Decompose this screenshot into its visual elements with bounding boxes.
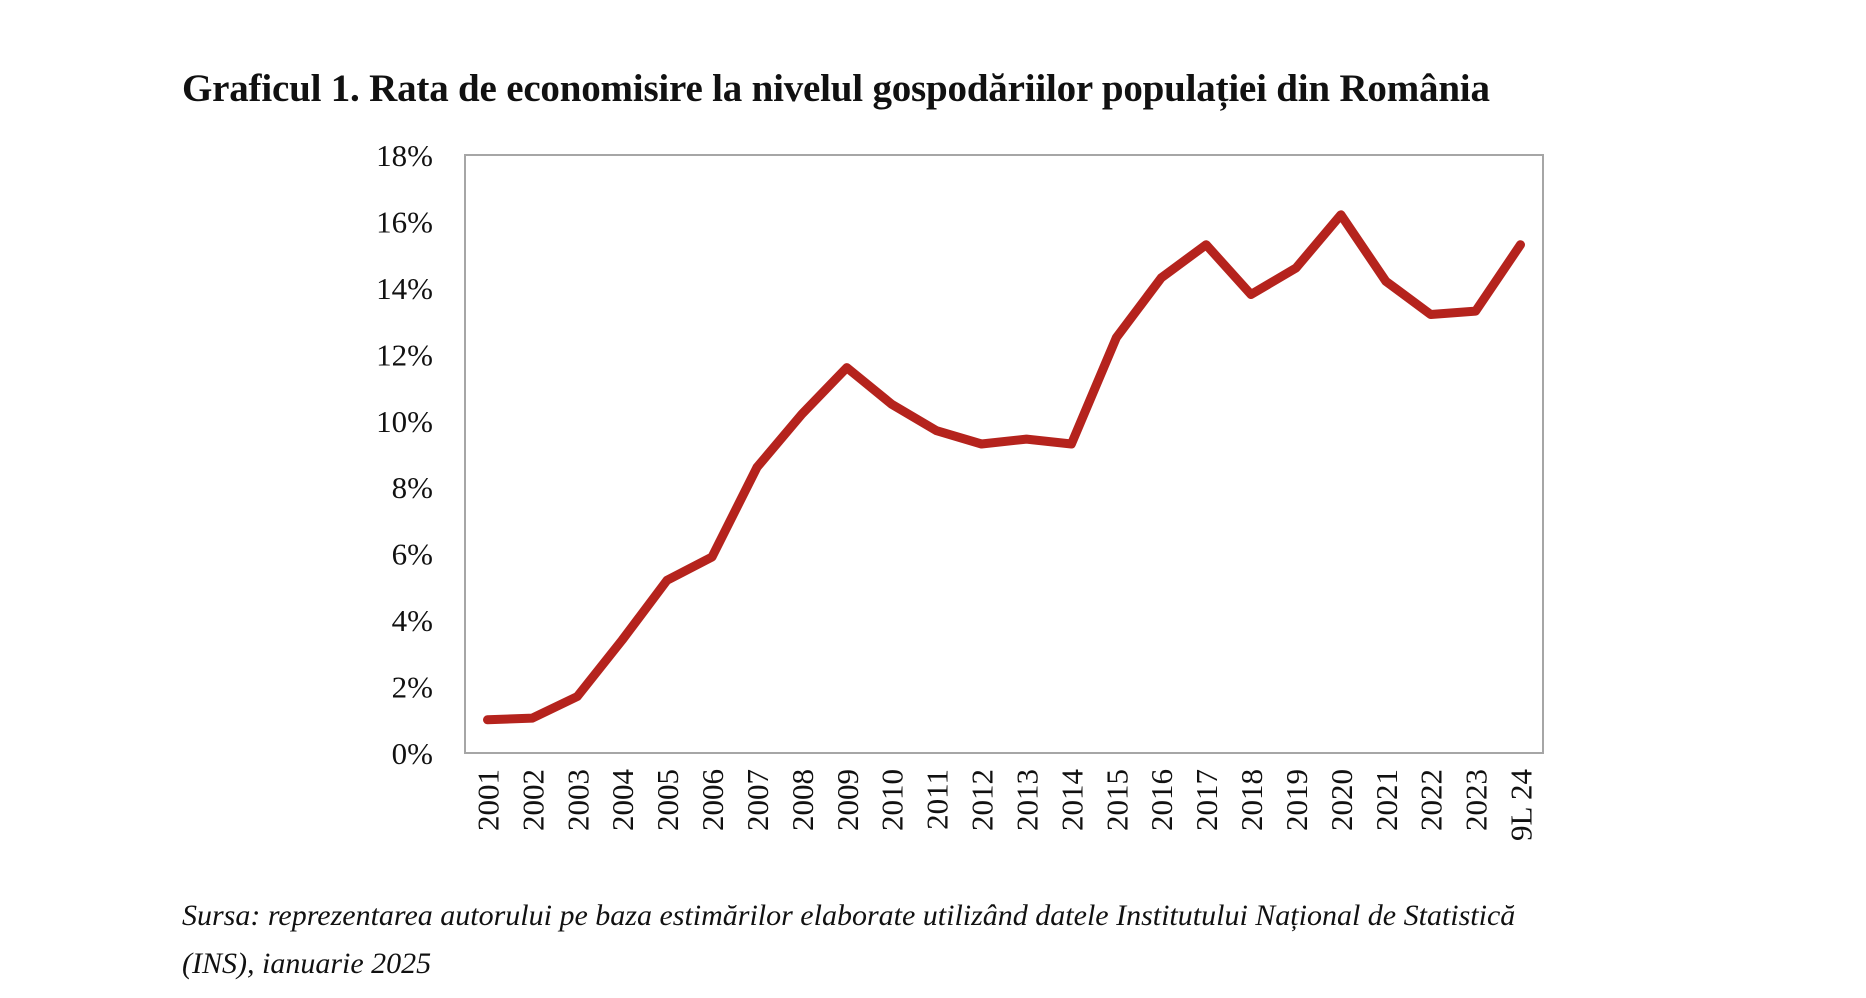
y-tick-label: 0% <box>392 736 433 771</box>
x-tick-label: 2019 <box>1279 769 1314 831</box>
x-tick-label: 2023 <box>1459 769 1494 831</box>
chart-title: Graficul 1. Rata de economisire la nivel… <box>182 67 1490 110</box>
x-tick-label: 2020 <box>1324 769 1359 831</box>
x-tick-label: 2018 <box>1234 769 1269 831</box>
x-tick-label: 2017 <box>1189 769 1224 831</box>
y-tick-label: 6% <box>392 537 433 572</box>
x-axis-tick-labels: 2001 2002 2003 2004 2005 2006 2007 2008 2009 2010… <box>470 769 1538 842</box>
x-tick-label: 2007 <box>740 769 775 831</box>
series-lines <box>483 210 1525 725</box>
x-tick-label: 2010 <box>875 769 910 831</box>
x-tick-label: 2008 <box>785 769 820 831</box>
x-tick-label: 2014 <box>1054 769 1089 832</box>
x-tick-label: 2015 <box>1099 769 1134 831</box>
y-tick-label: 18% <box>376 138 433 173</box>
y-tick-label: 4% <box>392 603 433 638</box>
x-tick-label: 2005 <box>650 769 685 831</box>
x-tick-label: 2001 <box>470 769 505 831</box>
y-axis-tick-labels: 0% 2% 4% 6% 8% 10% 12% 14% 16% 18% <box>376 138 433 771</box>
series-line <box>483 210 1525 725</box>
x-tick-label: 2004 <box>605 769 640 832</box>
y-tick-label: 8% <box>392 470 433 505</box>
y-tick-label: 16% <box>376 204 433 239</box>
plot-area-frame <box>464 154 1544 754</box>
line-chart: 0%2%4%6%8%10%12%14%16%18% 2001 2002 2003 20… <box>376 138 1544 842</box>
x-tick-label: 2022 <box>1414 769 1449 831</box>
x-tick-label: 2021 <box>1369 769 1404 831</box>
x-tick-label: 2016 <box>1144 769 1179 831</box>
y-tick-label: 14% <box>376 271 433 306</box>
y-tick-label: 2% <box>392 670 433 705</box>
x-tick-label: 2002 <box>515 769 550 831</box>
x-tick-label: 2006 <box>695 769 730 831</box>
x-tick-label: 9L 24 <box>1504 769 1539 842</box>
source-note-line-1: Sursa: reprezentarea autorului pe baza e… <box>182 899 1516 932</box>
x-tick-label: 2009 <box>830 769 865 831</box>
y-tick-label: 10% <box>376 404 433 439</box>
x-tick-label: 2011 <box>920 769 955 830</box>
y-tick-label: 12% <box>376 337 433 372</box>
x-tick-label: 2013 <box>1009 769 1044 831</box>
x-tick-label: 2003 <box>560 769 595 831</box>
x-tick-label: 2012 <box>965 769 1000 831</box>
source-note: Sursa: reprezentarea autorului pe baza e… <box>182 892 1742 988</box>
source-note-line-2: (INS), ianuarie 2025 <box>182 947 432 980</box>
